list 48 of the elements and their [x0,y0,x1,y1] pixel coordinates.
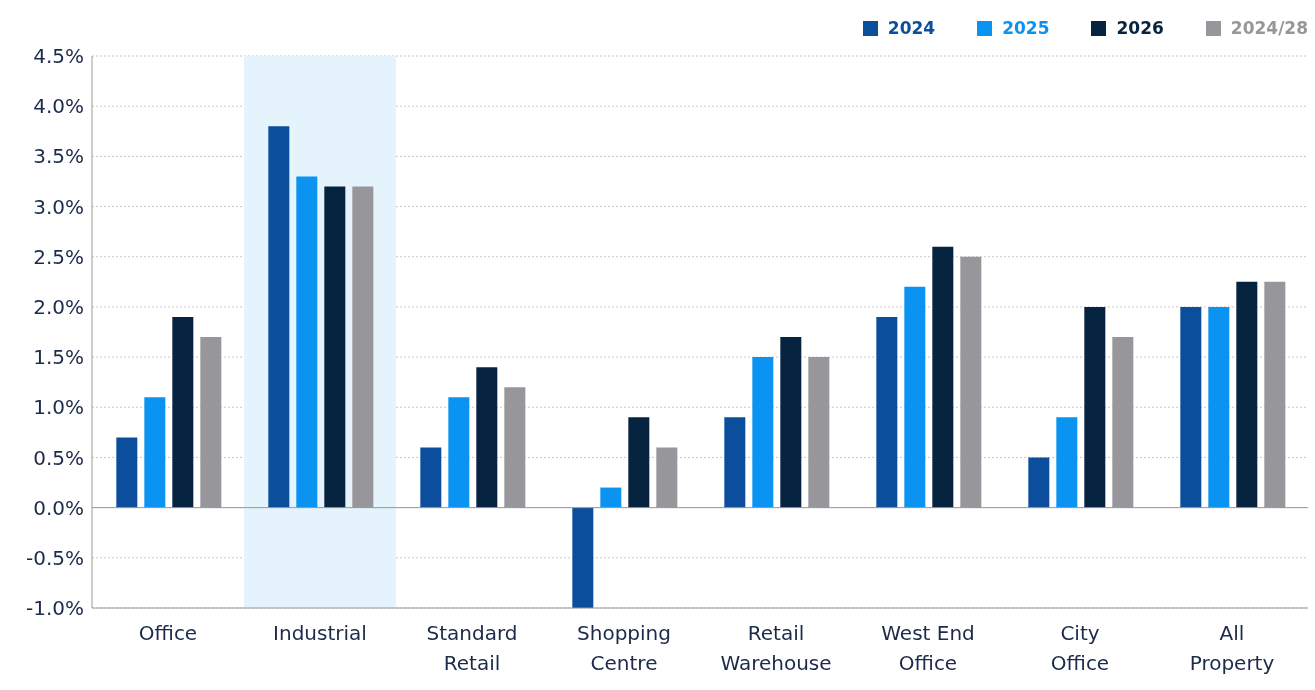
y-tick-label: 1.5% [33,345,84,370]
x-tick-label: Retail Warehouse [720,621,832,675]
bar [1028,457,1050,508]
bar [572,507,594,608]
y-tick-label: 3.5% [33,144,84,169]
x-tick-label: Standard Retail [426,621,518,675]
bar [1236,281,1258,508]
legend-label: 2026 [1116,18,1164,38]
bar [476,367,498,508]
x-tick-label: Office [138,621,198,645]
bar [144,397,166,508]
y-tick-label: 1.0% [33,395,84,420]
y-tick-label: -1.0% [25,596,84,621]
y-tick-label: 0.0% [33,495,84,520]
x-tick-label: Industrial [273,621,367,645]
bar [628,417,650,508]
y-tick-label: 3.0% [33,194,84,219]
x-tick-label: All Property [1189,621,1275,675]
y-tick-label: 4.5% [33,44,84,69]
bar [932,246,954,508]
bar [420,447,442,508]
legend-label: 2024/28 [1230,18,1308,38]
bar [116,437,138,508]
bar [1180,306,1202,508]
bar [448,397,470,508]
bar [1208,306,1230,508]
y-tick-label: 0.5% [33,445,84,470]
legend-label: 2024 [887,18,936,38]
bar [600,487,622,508]
bar [752,357,774,508]
bar [1084,306,1106,508]
bar [1056,417,1078,508]
bar [724,417,746,508]
legend-label: 2025 [1002,18,1050,38]
y-tick-label: -0.5% [25,545,84,570]
x-tick-label: West End Office [881,621,975,675]
y-tick-label: 2.5% [33,244,84,269]
y-tick-label: 2.0% [33,295,84,320]
bar [876,316,898,508]
x-tick-label: City Office [1050,621,1110,675]
bar [172,316,194,508]
bar [780,337,802,508]
bar [904,286,926,508]
x-tick-label: Shopping Centre [577,621,671,675]
bar [324,186,346,508]
bar [268,126,290,508]
y-tick-label: 4.0% [33,94,84,119]
bar [296,176,318,508]
